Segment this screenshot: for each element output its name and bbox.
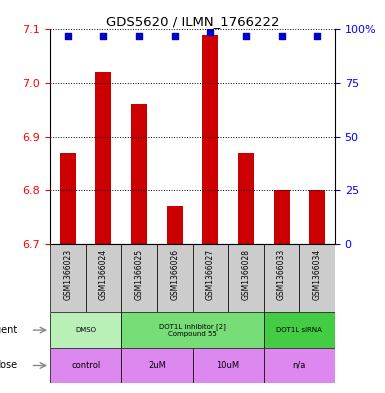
- Bar: [157, 244, 192, 312]
- Text: dose: dose: [0, 360, 18, 371]
- Bar: [228, 244, 264, 312]
- Bar: [264, 312, 335, 348]
- Text: DMSO: DMSO: [75, 327, 96, 333]
- Point: [243, 33, 249, 39]
- Bar: [309, 190, 325, 244]
- Text: n/a: n/a: [293, 361, 306, 370]
- Bar: [273, 190, 290, 244]
- Bar: [238, 152, 254, 244]
- Text: control: control: [71, 361, 100, 370]
- Text: GSM1366027: GSM1366027: [206, 249, 215, 300]
- Bar: [85, 244, 121, 312]
- Bar: [167, 206, 183, 244]
- Text: DOT1L inhibitor [2]
Compound 55: DOT1L inhibitor [2] Compound 55: [159, 323, 226, 337]
- Point: [172, 33, 178, 39]
- Bar: [121, 348, 192, 383]
- Bar: [95, 72, 112, 244]
- Point: [207, 28, 213, 35]
- Title: GDS5620 / ILMN_1766222: GDS5620 / ILMN_1766222: [106, 15, 279, 28]
- Bar: [121, 312, 264, 348]
- Bar: [202, 35, 218, 244]
- Text: DOT1L siRNA: DOT1L siRNA: [276, 327, 322, 333]
- Point: [65, 33, 71, 39]
- Bar: [131, 105, 147, 244]
- Point: [136, 33, 142, 39]
- Bar: [192, 348, 264, 383]
- Bar: [300, 244, 335, 312]
- Point: [278, 33, 285, 39]
- Text: GSM1366034: GSM1366034: [313, 249, 321, 300]
- Text: GSM1366023: GSM1366023: [64, 249, 72, 300]
- Point: [314, 33, 320, 39]
- Text: agent: agent: [0, 325, 18, 335]
- Bar: [50, 312, 121, 348]
- Bar: [50, 348, 121, 383]
- Bar: [60, 152, 76, 244]
- Bar: [192, 244, 228, 312]
- Bar: [264, 244, 300, 312]
- Point: [100, 33, 107, 39]
- Text: GSM1366033: GSM1366033: [277, 249, 286, 300]
- Text: GSM1366028: GSM1366028: [241, 249, 250, 300]
- Bar: [264, 348, 335, 383]
- Text: GSM1366024: GSM1366024: [99, 249, 108, 300]
- Text: 10uM: 10uM: [216, 361, 240, 370]
- Bar: [50, 244, 85, 312]
- Text: GSM1366025: GSM1366025: [135, 249, 144, 300]
- Text: 2uM: 2uM: [148, 361, 166, 370]
- Bar: [121, 244, 157, 312]
- Text: GSM1366026: GSM1366026: [170, 249, 179, 300]
